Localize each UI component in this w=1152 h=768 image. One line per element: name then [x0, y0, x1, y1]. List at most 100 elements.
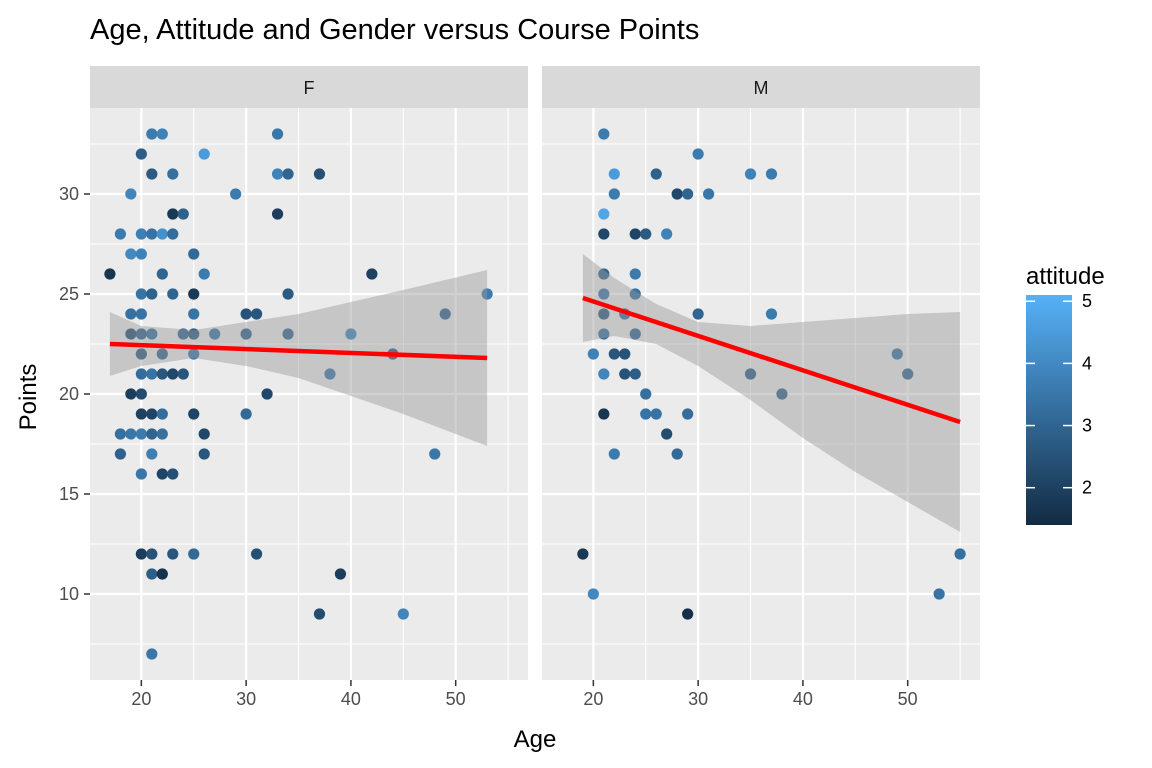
data-point	[640, 388, 652, 400]
x-tick-label: 50	[446, 689, 466, 709]
data-point	[156, 228, 168, 240]
data-point	[619, 368, 631, 380]
data-point	[902, 368, 914, 380]
data-point	[135, 348, 147, 360]
data-point	[156, 348, 168, 360]
data-point	[125, 188, 137, 200]
regression-line	[582, 295, 961, 425]
x-tick-label: 20	[583, 689, 603, 709]
data-point	[891, 348, 903, 360]
data-point	[240, 328, 252, 340]
x-tick-label: 40	[793, 689, 813, 709]
y-tick-label: 15	[59, 484, 79, 504]
data-point	[146, 568, 158, 580]
facet-panels: F 20 30 40 50 10 15 20 25 30 M 20 30 40 50	[59, 66, 980, 709]
data-point	[167, 168, 179, 180]
data-point	[156, 428, 168, 440]
facet-panel-f: F 20 30 40 50 10 15 20 25 30	[59, 66, 528, 709]
data-point	[251, 308, 263, 320]
data-point	[188, 548, 200, 560]
data-point	[209, 328, 221, 340]
data-point	[198, 428, 210, 440]
data-point	[198, 448, 210, 460]
data-point	[125, 248, 137, 260]
data-point	[429, 448, 441, 460]
facet-strip	[542, 66, 980, 108]
data-point	[167, 548, 179, 560]
data-point	[776, 388, 788, 400]
data-point	[146, 328, 158, 340]
data-point	[282, 288, 294, 300]
data-point	[744, 368, 757, 380]
data-point	[765, 308, 778, 320]
data-point	[650, 168, 662, 180]
confidence-band	[109, 270, 488, 446]
chart-title: Age, Attitude and Gender versus Course P…	[90, 14, 699, 46]
data-point	[397, 608, 409, 620]
data-point	[156, 368, 168, 380]
data-point	[146, 168, 158, 180]
data-point	[598, 328, 610, 340]
data-point	[188, 248, 200, 260]
data-point	[598, 128, 610, 140]
data-point	[156, 408, 168, 420]
data-point	[177, 368, 189, 380]
data-point	[682, 408, 694, 420]
data-point	[135, 328, 147, 340]
legend-tick-label: 2	[1082, 478, 1092, 498]
data-point	[671, 188, 683, 200]
data-point	[146, 428, 158, 440]
data-point	[744, 168, 757, 180]
data-point	[146, 128, 158, 140]
data-point	[125, 308, 137, 320]
x-tick-label: 30	[236, 689, 256, 709]
data-point	[598, 408, 610, 420]
data-point	[481, 288, 493, 300]
data-point	[135, 388, 147, 400]
data-point	[156, 568, 168, 580]
y-tick-label: 25	[59, 284, 79, 304]
data-point	[598, 208, 610, 220]
data-point	[135, 148, 147, 160]
data-point	[146, 548, 158, 560]
data-point	[439, 308, 451, 320]
data-point	[188, 288, 200, 300]
data-point	[135, 468, 147, 480]
data-point	[135, 368, 147, 380]
data-point	[661, 428, 673, 440]
data-point	[104, 268, 116, 280]
data-point	[167, 368, 179, 380]
data-point	[282, 168, 294, 180]
data-point	[156, 268, 168, 280]
data-point	[156, 128, 168, 140]
data-point	[135, 248, 147, 260]
data-point	[366, 268, 378, 280]
data-point	[146, 648, 158, 660]
data-point	[251, 548, 263, 560]
data-point	[629, 328, 641, 340]
legend-tick-label: 4	[1082, 353, 1092, 373]
data-point	[240, 408, 252, 420]
data-point	[671, 448, 683, 460]
data-point	[198, 268, 210, 280]
data-point	[146, 228, 158, 240]
data-point	[167, 468, 179, 480]
data-point	[177, 208, 189, 220]
data-point	[167, 288, 179, 300]
data-point	[345, 328, 357, 340]
data-point	[135, 428, 147, 440]
data-point	[125, 328, 137, 340]
data-point	[188, 308, 200, 320]
data-point	[640, 228, 652, 240]
data-point	[598, 368, 610, 380]
data-point	[954, 548, 966, 560]
data-point	[629, 288, 641, 300]
data-point	[146, 448, 158, 460]
x-tick-label: 40	[341, 689, 361, 709]
x-axis-label: Age	[514, 726, 557, 753]
legend-colorbar	[1026, 295, 1072, 525]
data-point	[271, 128, 284, 140]
data-point	[135, 308, 147, 320]
data-point	[629, 368, 641, 380]
